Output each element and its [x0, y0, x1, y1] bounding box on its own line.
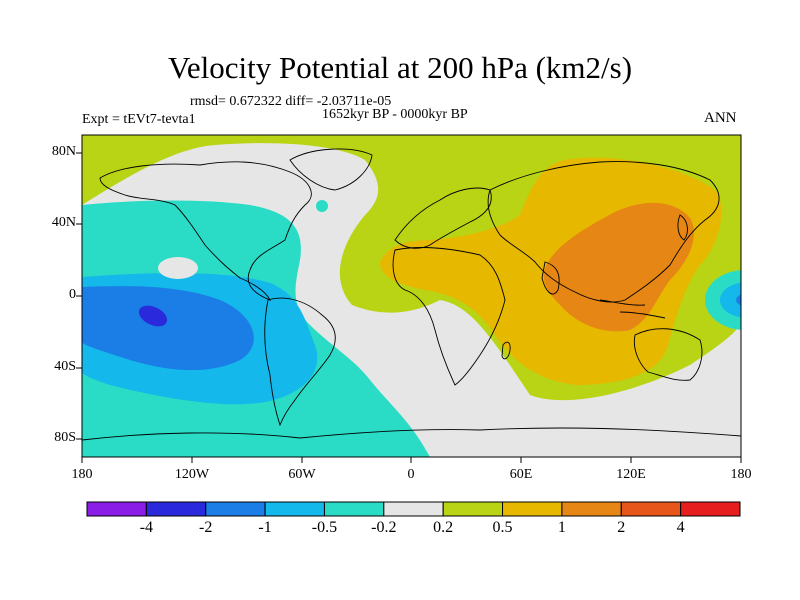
coastlines — [82, 148, 741, 441]
colorbar-box-7 — [502, 501, 563, 517]
contour-island-atlantic — [316, 200, 328, 212]
colorbar-label: -0.5 — [311, 519, 338, 536]
colorbar-box-9 — [620, 501, 682, 517]
lat-tick-80N: 80N — [51, 144, 76, 159]
colorbar-box-8 — [561, 501, 622, 517]
colorbar-label: -1 — [258, 519, 272, 536]
colorbar-box-1 — [145, 501, 207, 517]
colorbar — [86, 501, 741, 517]
contour-level-neg4-neg2 — [138, 305, 168, 327]
contour-level-neg2-neg1 — [82, 286, 254, 371]
colorbar-box-10 — [680, 501, 741, 517]
colorbar-box-3 — [264, 501, 325, 517]
colorbar-label: -4 — [139, 519, 154, 536]
lon-tick-60E: 60E — [509, 467, 533, 482]
lon-tick-120E: 120E — [616, 467, 646, 482]
colorbar-label: 1 — [557, 519, 566, 536]
contour-level-1-2 — [543, 202, 694, 332]
colorbar-box-2 — [205, 501, 266, 517]
lon-tick-120W: 120W — [174, 467, 210, 482]
season-label: ANN — [704, 110, 737, 126]
lon-tick-180e: 180 — [730, 467, 752, 482]
colorbar-label: -0.2 — [371, 519, 397, 536]
lat-tick-0: 0 — [69, 287, 76, 302]
colorbar-label: 0.2 — [433, 519, 454, 536]
colorbar-box-5 — [383, 501, 444, 517]
contour-level-east-neg-inner — [720, 282, 741, 318]
colorbar-box-0 — [86, 501, 147, 517]
contour-level-east-neg — [705, 270, 741, 330]
lat-tick-40N: 40N — [51, 215, 76, 230]
experiment-label: Expt = tEVt7-tevta1 — [82, 112, 196, 127]
contour-fill — [82, 135, 741, 457]
plot-title: Velocity Potential at 200 hPa (km2/s) — [167, 50, 633, 85]
lat-tick-40S: 40S — [54, 359, 76, 374]
colorbar-box-4 — [323, 501, 385, 517]
colorbar-label: -2 — [199, 519, 213, 536]
axis-ticks — [76, 152, 742, 463]
colorbar-label: 2 — [617, 519, 626, 536]
colorbar-label: 0.5 — [492, 519, 513, 536]
contour-level-east-neg-core — [736, 294, 741, 306]
stats-line: rmsd= 0.672322 diff= -2.03711e-05 — [190, 94, 392, 109]
lat-tick-80S: 80S — [54, 430, 76, 445]
lon-tick-60W: 60W — [288, 467, 316, 482]
colorbar-label: 4 — [676, 519, 685, 536]
period-label: 1652kyr BP - 0000kyr BP — [322, 107, 468, 122]
lon-tick-180w: 180 — [71, 467, 93, 482]
colorbar-box-6 — [442, 501, 504, 517]
contour-island-pacific — [158, 257, 198, 279]
lon-tick-0: 0 — [407, 467, 415, 482]
